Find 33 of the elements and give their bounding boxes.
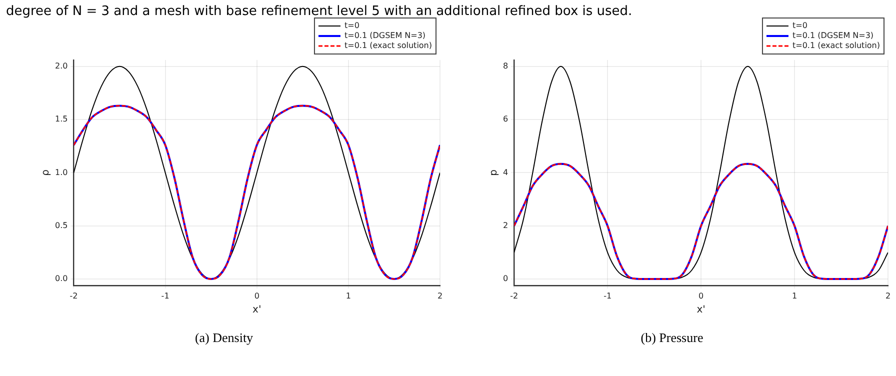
y-tick-label: 2 — [502, 220, 508, 230]
y-tick-label: 8 — [502, 61, 508, 70]
x-tick-label: 2 — [885, 291, 891, 300]
x-tick-label: -1 — [161, 291, 170, 300]
y-tick-label: 0.5 — [54, 220, 68, 230]
legend-label: t=0.1 (exact solution) — [344, 41, 432, 50]
legend-label: t=0 — [792, 21, 808, 30]
y-tick-label: 1.5 — [54, 114, 68, 124]
text: degree of N = 3 and a mesh with base refinement level 5 with an additional refined box is used. — [6, 4, 634, 19]
x-tick-label: -2 — [510, 291, 518, 300]
x-tick-label: 2 — [437, 291, 443, 300]
legend-label: t=0.1 (DGSEM N=3) — [792, 31, 874, 40]
y-tick-label: 1.0 — [54, 168, 68, 177]
legend-label: t=0.1 (exact solution) — [792, 41, 880, 50]
text: (b) Pressure — [640, 330, 704, 346]
x-tick-label: 1 — [792, 291, 798, 300]
x-tick-label: 1 — [346, 291, 351, 300]
x-tick-label: 0 — [698, 291, 704, 300]
y-axis-title: ρ — [40, 170, 52, 176]
y-tick-label: 6 — [502, 114, 508, 124]
y-tick-label: 0 — [502, 274, 508, 284]
x-axis-title: x' — [696, 304, 706, 316]
y-axis-title: p — [488, 170, 500, 176]
x-axis-title: x' — [252, 304, 262, 316]
y-tick-label: 2.0 — [54, 61, 68, 70]
text: (a) Density — [194, 330, 254, 346]
x-tick-label: -2 — [70, 291, 78, 300]
y-tick-label: 4 — [502, 168, 508, 177]
y-tick-label: 0.0 — [54, 274, 68, 284]
x-tick-label: 0 — [254, 291, 260, 300]
legend-label: t=0 — [344, 21, 360, 30]
x-tick-label: -1 — [604, 291, 612, 300]
legend-label: t=0.1 (DGSEM N=3) — [344, 31, 426, 40]
